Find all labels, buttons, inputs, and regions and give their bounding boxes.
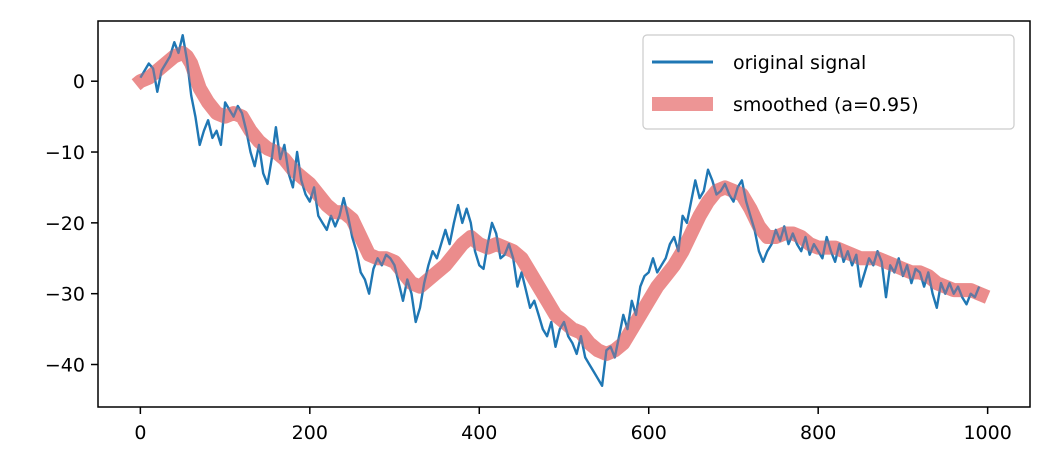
x-tick-label: 800 bbox=[800, 422, 836, 444]
y-tick-label: −30 bbox=[45, 284, 85, 306]
y-tick-label: 0 bbox=[73, 71, 85, 93]
legend-label-smoothed: smoothed (a=0.95) bbox=[733, 94, 919, 116]
x-axis: 0 200 400 600 800 1000 bbox=[134, 407, 1012, 444]
x-tick-label: 0 bbox=[134, 422, 146, 444]
legend: original signal smoothed (a=0.95) bbox=[642, 34, 1015, 130]
x-tick-label: 200 bbox=[292, 422, 328, 444]
y-tick-label: −20 bbox=[45, 213, 85, 235]
legend-label-original: original signal bbox=[733, 52, 866, 74]
axes-frame bbox=[97, 20, 1031, 408]
x-tick-label: 400 bbox=[461, 422, 497, 444]
y-tick-label: −40 bbox=[45, 355, 85, 377]
series-line-smoothed-overlay bbox=[131, 45, 991, 361]
y-axis: 0 −10 −20 −30 −40 bbox=[45, 71, 98, 377]
series-line-original bbox=[139, 34, 981, 387]
series-line-smoothed bbox=[131, 45, 991, 361]
x-tick-label: 600 bbox=[631, 422, 667, 444]
x-tick-label: 1000 bbox=[963, 422, 1011, 444]
legend-box bbox=[642, 34, 1015, 130]
y-tick-label: −10 bbox=[45, 142, 85, 164]
series-layer bbox=[131, 34, 991, 387]
